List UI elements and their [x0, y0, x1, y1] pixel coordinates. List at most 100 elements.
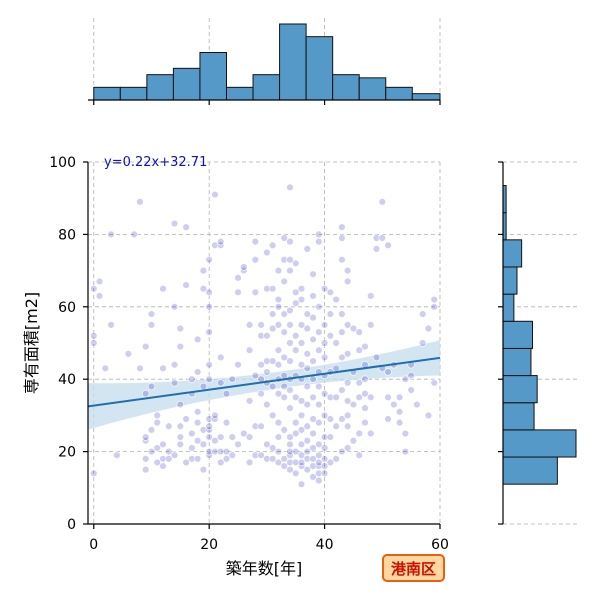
- scatter-point: [245, 433, 254, 441]
- scatter-point: [147, 447, 156, 456]
- scatter-point: [147, 426, 156, 434]
- scatter-point: [326, 458, 335, 467]
- scatter-point: [407, 371, 415, 380]
- ward-badge-label: 港南区: [391, 560, 436, 578]
- scatter-point: [268, 444, 277, 452]
- scatter-point: [205, 303, 213, 311]
- scatter-point: [90, 339, 98, 347]
- scatter-point: [263, 357, 271, 365]
- scatter-point: [268, 455, 277, 463]
- scatter-point: [292, 346, 300, 354]
- scatter-point: [286, 183, 294, 192]
- scatter-point: [274, 458, 283, 467]
- scatter-point: [222, 447, 231, 456]
- x-hist-bar: [252, 74, 281, 101]
- scatter-point: [188, 444, 196, 452]
- scatter-point: [280, 353, 288, 362]
- y-tick-label: 20: [58, 445, 76, 461]
- scatter-point: [320, 469, 329, 478]
- scatter-point: [361, 418, 369, 427]
- scatter-point: [355, 379, 363, 387]
- x-hist-bar: [225, 86, 254, 101]
- scatter-point: [205, 422, 213, 430]
- x-hist-bar: [332, 74, 360, 101]
- x-hist-bar: [119, 86, 148, 101]
- scatter-point: [193, 418, 202, 427]
- scatter-point: [309, 455, 317, 463]
- scatter-point: [142, 433, 150, 441]
- scatter-point: [286, 339, 294, 347]
- scatter-point: [90, 285, 98, 293]
- scatter-point: [199, 466, 208, 474]
- scatter-point: [401, 375, 410, 383]
- scatter-point: [165, 455, 173, 463]
- scatter-point: [274, 295, 283, 304]
- scatter-point: [297, 426, 306, 434]
- scatter-point: [418, 339, 427, 347]
- scatter-point: [315, 418, 323, 427]
- scatter-point: [199, 440, 208, 449]
- scatter-point: [182, 458, 190, 467]
- scatter-point: [343, 379, 352, 387]
- scatter-point: [193, 437, 202, 445]
- scatter-point: [343, 266, 352, 275]
- scatter-point: [217, 353, 225, 362]
- scatter-point: [205, 447, 213, 456]
- scatter-point: [257, 422, 265, 430]
- scatter-point: [286, 237, 294, 246]
- x-tick-label: 40: [316, 537, 334, 553]
- scatter-point: [251, 451, 260, 459]
- scatter-point: [320, 321, 329, 329]
- scatter-point: [274, 266, 283, 275]
- scatter-point: [315, 451, 323, 459]
- scatter-point: [211, 241, 219, 249]
- scatter-point: [142, 389, 150, 398]
- scatter-point: [309, 473, 317, 481]
- x-hist-bar: [199, 52, 227, 101]
- scatter-point: [292, 259, 300, 268]
- scatter-point: [176, 342, 185, 351]
- scatter-point: [280, 426, 288, 434]
- scatter-point: [367, 321, 375, 329]
- y-tick-label: 60: [58, 300, 76, 316]
- scatter-point: [234, 288, 242, 297]
- scatter-point: [136, 198, 144, 206]
- scatter-point: [332, 455, 340, 463]
- scatter-point: [222, 455, 231, 463]
- scatter-point: [245, 397, 254, 405]
- scatter-point: [268, 357, 277, 365]
- scatter-point: [315, 476, 323, 485]
- x-hist-bar: [358, 77, 387, 101]
- scatter-point: [361, 389, 369, 398]
- scatter-point: [193, 368, 202, 376]
- scatter-point: [367, 393, 375, 401]
- scatter-point: [297, 458, 306, 467]
- scatter-point: [297, 285, 306, 293]
- scatter-point: [165, 447, 173, 456]
- scatter-point: [292, 458, 300, 467]
- scatter-point: [361, 342, 369, 351]
- scatter-point: [309, 462, 317, 470]
- x-hist-bar: [279, 23, 307, 101]
- scatter-point: [159, 455, 167, 463]
- scatter-point: [90, 469, 98, 478]
- scatter-point: [286, 266, 294, 275]
- scatter-point: [384, 241, 392, 249]
- scatter-point: [309, 375, 317, 383]
- scatter-point: [251, 237, 260, 246]
- scatter-point: [338, 386, 346, 394]
- y-hist-bar: [502, 293, 515, 322]
- scatter-point: [332, 339, 340, 347]
- scatter-point: [234, 440, 242, 449]
- scatter-point: [280, 382, 288, 391]
- scatter-point: [268, 285, 277, 293]
- scatter-point: [205, 288, 213, 297]
- scatter-point: [338, 223, 346, 231]
- scatter-point: [309, 393, 317, 401]
- scatter-point: [315, 303, 323, 311]
- scatter-point: [343, 444, 352, 452]
- y-tick-label: 40: [58, 372, 76, 388]
- scatter-point: [142, 455, 150, 463]
- scatter-point: [326, 332, 335, 340]
- scatter-point: [413, 400, 421, 409]
